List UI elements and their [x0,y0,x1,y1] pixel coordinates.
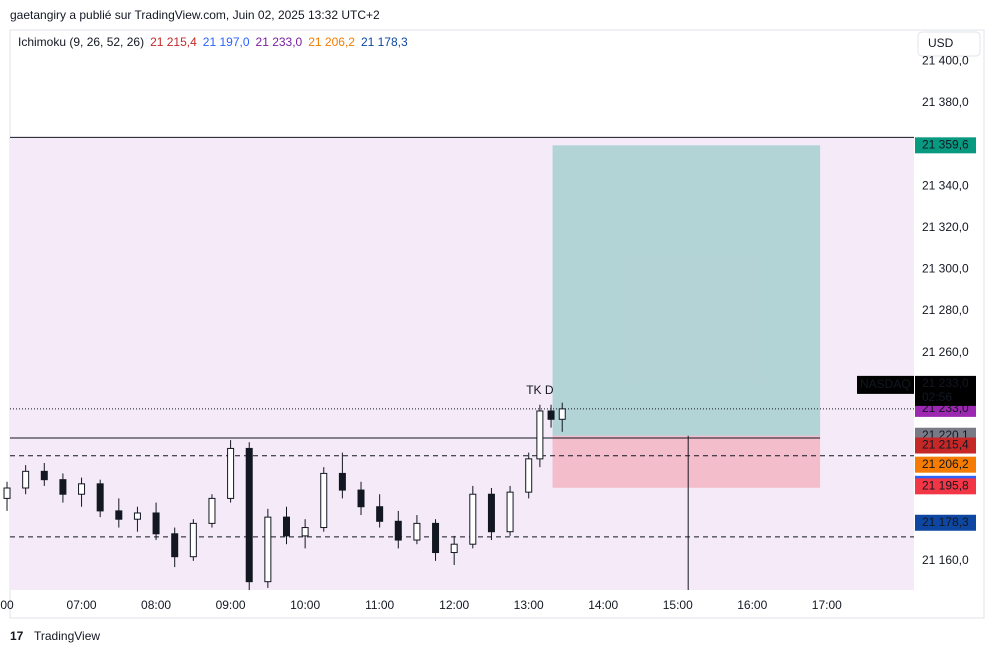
candle-body [40,470,48,481]
candle-body [376,506,384,522]
candle-body [469,493,477,545]
candle-body [506,491,514,533]
candle-body [282,516,290,537]
last-price-symbol-bg [857,375,914,394]
x-tick-label: 10:00 [290,598,320,612]
candle-body [115,510,123,520]
currency[interactable]: USD [928,36,954,50]
price-badge-label: 21 195,8 [922,478,969,492]
countdown: 02:56 [922,390,952,404]
legend-value: 21 178,3 [361,35,408,49]
price-badge [915,514,976,531]
candle-body [96,483,104,512]
x-tick-label: 13:00 [514,598,544,612]
y-tick-label: 21 160,0 [922,553,969,567]
legend-value: 21 233,0 [256,35,303,49]
candle-body [22,470,30,489]
legend-name: Ichimoku (9, 26, 52, 26) [18,35,144,49]
candle-body [338,472,346,491]
legend-value: 21 206,2 [308,35,355,49]
tv-logo: 17 TradingView [10,629,100,643]
candle-body [78,483,86,495]
x-tick-label: 07:00 [67,598,97,612]
y-tick-label: 21 400,0 [922,53,969,67]
y-tick-label: 21 300,0 [922,262,969,276]
x-tick-label: 16:00 [737,598,767,612]
candle-body [59,479,67,495]
pane [10,137,914,590]
candle-body [450,543,458,554]
legend-value: 21 197,0 [203,35,250,49]
candle-body [227,447,235,499]
price-badge-label: 21 178,3 [922,515,969,529]
price-badge [915,437,976,454]
stop-zone [552,435,821,488]
candle-body [394,520,402,541]
price-badge-label: 21 215,4 [922,438,969,452]
footer: TradingView [34,629,100,643]
candle-body [264,516,272,583]
publisher: gaetangiry a publié sur TradingView.com,… [10,8,380,22]
last-price-symbol: NASDAQ [860,377,911,391]
legend: Ichimoku (9, 26, 52, 26) 21 215,4 21 197,0… [18,35,408,49]
x-tick-label: 15:00 [663,598,693,612]
x-tick-label: 12:00 [439,598,469,612]
candle-body [301,527,309,537]
price-badge-label: 21 359,6 [922,138,969,152]
x-tick-label: 11:00 [365,598,394,612]
y-tick-label: 21 320,0 [922,220,969,234]
currency-button[interactable] [917,31,981,57]
candle-body [208,497,216,524]
price-badge [915,478,976,495]
x-tick-label: 00 [0,598,14,612]
candle-body [432,522,440,554]
candle-body [357,489,365,508]
price-badge [915,137,976,154]
candle-body [320,472,328,529]
x-tick-label: 14:00 [588,598,618,612]
candle-body [171,533,179,558]
x-tick-label: 09:00 [216,598,246,612]
x-tick-label: 08:00 [141,598,171,612]
x-tick-label: 17:00 [812,598,842,612]
candle-body [547,410,555,420]
target-zone [552,145,821,436]
last-price-label: 21 233,0 [922,376,969,390]
candle-body [133,512,141,520]
svg-text:17: 17 [10,629,24,643]
y-tick-label: 21 280,0 [922,303,969,317]
candle-body [245,447,253,583]
candle-body [558,408,566,420]
y-tick-label: 21 380,0 [922,95,969,109]
candle-body [413,522,421,541]
last-price-badge [915,375,976,406]
candle-body [152,512,160,535]
price-badge [915,456,976,473]
price-badge-label: 21 206,2 [922,457,969,471]
candle-body [189,522,197,558]
candle-body [3,487,11,499]
y-tick-label: 21 260,0 [922,345,969,359]
annotation: TK D [526,383,554,397]
candle-body [536,410,544,460]
y-tick-label: 21 340,0 [922,178,969,192]
candle-body [487,493,495,533]
legend-value: 21 215,4 [150,35,197,49]
candle-body [525,458,533,493]
